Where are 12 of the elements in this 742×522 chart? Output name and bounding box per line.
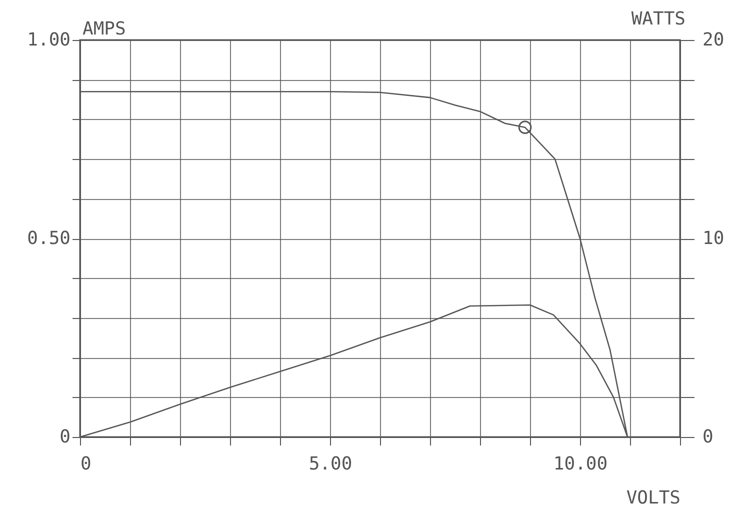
- y2-tick-label: 20: [702, 30, 724, 50]
- y-tick-label: 0.50: [27, 228, 70, 249]
- x-tick-label: 10.00: [553, 454, 608, 474]
- y2-tick-label: 10: [702, 228, 724, 249]
- y-tick-label: 1.00: [27, 30, 70, 50]
- y2-tick-label: 0: [702, 426, 714, 448]
- y2-axis-title: WATTS: [631, 8, 686, 30]
- x-axis-title: VOLTS: [626, 488, 680, 508]
- x-tick-label: 5.00: [308, 454, 352, 474]
- x-tick-label: 0: [80, 454, 92, 474]
- y-axis-title: AMPS: [82, 18, 126, 40]
- y-tick-label: 0: [60, 426, 70, 448]
